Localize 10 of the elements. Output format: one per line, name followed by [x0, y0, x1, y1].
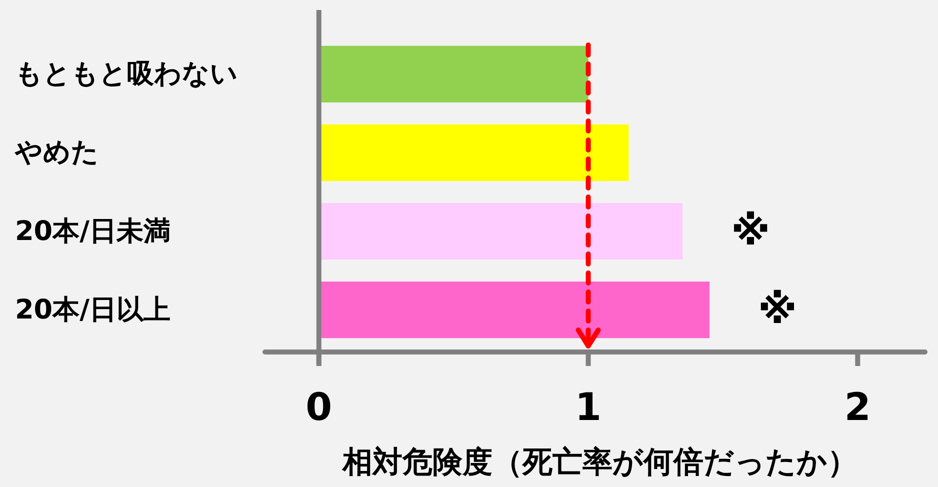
y-tick-label: もともと吸わない — [15, 58, 238, 90]
y-tick-label: やめた — [14, 137, 99, 168]
y-tick-label: 20本/日未満 — [15, 216, 170, 247]
annotation: ※ — [758, 286, 797, 333]
x-tick-label: 2 — [844, 385, 871, 429]
x-tick-label: 0 — [306, 385, 332, 429]
x-axis-title: 相対危険度（死亡率が何倍だったか） — [342, 445, 858, 480]
x-tick-label: 1 — [575, 385, 602, 429]
y-tick-label: 20本/日以上 — [15, 294, 170, 326]
annotation: ※ — [731, 208, 770, 254]
